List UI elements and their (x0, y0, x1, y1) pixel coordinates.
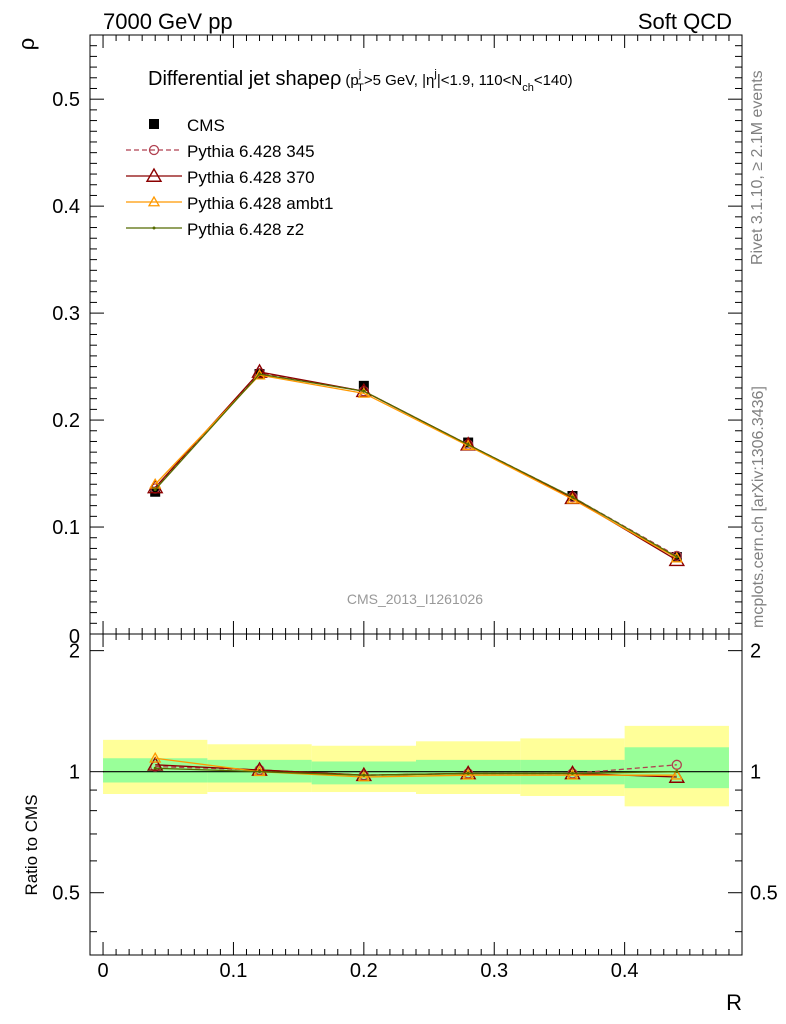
y-tick-label-main: 0.4 (52, 196, 80, 218)
series-line-ratio (155, 757, 677, 778)
y-tick-label-ratio-right: 2 (750, 641, 761, 663)
series-point-ratio (566, 768, 579, 780)
legend-marker (147, 195, 161, 207)
data-point-cms (463, 437, 474, 448)
title-cuts-mid2: |<1.9, 110<N (437, 72, 522, 89)
x-tick-label: 0 (97, 960, 108, 982)
series-point-ratio (570, 771, 574, 775)
series-point-main (670, 551, 683, 563)
y-tick-label-main: 0.5 (52, 89, 80, 111)
title-cuts-pre: (p (345, 72, 358, 89)
x-axis-label: R (726, 990, 742, 1015)
legend: CMS Pythia 6.428 345 Pythia 6.428 370 Pythi… (126, 116, 333, 239)
y-tick-label-main: 0.1 (52, 517, 80, 539)
series-point-ratio (153, 766, 157, 770)
series-point-ratio (466, 771, 470, 775)
legend-marker-cms (149, 119, 159, 129)
data-point-cms (150, 486, 161, 497)
legend-label: Pythia 6.428 ambt1 (187, 194, 333, 213)
series-point-main (462, 439, 475, 451)
y-tick-label-ratio-left: 0.5 (52, 883, 80, 905)
header-right: Soft QCD (638, 9, 732, 34)
legend-label-cms: CMS (187, 116, 225, 135)
mcplots-reference-text: mcplots.cern.ch [arXiv:1306.3436] (750, 386, 767, 628)
legend-marker (152, 226, 156, 230)
series-point-main (149, 477, 162, 489)
chart-title-rho: ρ (330, 68, 341, 90)
y-tick-label-ratio-right: 0.5 (750, 883, 778, 905)
series-point-ratio (357, 770, 370, 782)
title-cuts-sub2: ch (522, 82, 534, 94)
chart-title-main: Differential jet shape (148, 68, 330, 90)
series-point-main (258, 372, 262, 376)
series-point-ratio (258, 770, 262, 774)
x-tick-label: 0.1 (220, 960, 248, 982)
series-point-main (362, 389, 366, 393)
series-line-ratio (155, 767, 677, 776)
legend-marker (148, 144, 160, 156)
series-point-ratio (462, 768, 475, 780)
header-left: 7000 GeV pp (103, 9, 233, 34)
chart-title: Differential jet shapeρ (pj T>5 GeV, |ηj|<… (148, 68, 573, 94)
series-point-ratio (670, 768, 683, 780)
y-axis-label-ratio: Ratio to CMS (22, 794, 41, 895)
series-line-main (154, 371, 678, 561)
ratio-band-inner (624, 747, 729, 789)
series-point-main (251, 363, 268, 378)
legend-label: Pythia 6.428 370 (187, 168, 315, 187)
series-point-ratio (146, 756, 164, 771)
series-point-ratio (362, 773, 366, 777)
title-cuts-mid: >5 GeV, |η (364, 72, 434, 89)
analysis-id-label: CMS_2013_I1261026 (347, 591, 483, 607)
series-point-main (570, 495, 574, 499)
data-point-cms (358, 380, 369, 391)
rivet-version-text: Rivet 3.1.10, ≥ 2.1M events (749, 70, 766, 265)
title-cuts-sup2: j (433, 68, 436, 80)
y-tick-label-main-zero: 0 (69, 626, 80, 648)
y-axis-label-main: ρ (14, 38, 39, 51)
title-cuts-sub1: T (357, 82, 364, 94)
series-point-ratio (149, 751, 162, 763)
series-point-main (675, 555, 679, 559)
legend-marker (145, 167, 163, 182)
x-tick-label: 0.4 (611, 960, 639, 982)
legend-label: Pythia 6.428 z2 (187, 220, 304, 239)
y-tick-label-main: 0.2 (52, 410, 80, 432)
y-tick-label-ratio-right: 1 (750, 762, 761, 784)
series-point-main (466, 443, 470, 447)
series-point-main (153, 488, 157, 492)
title-cuts-sup1: j (358, 68, 361, 80)
x-tick-label: 0.3 (480, 960, 508, 982)
y-tick-label-main: 0.3 (52, 303, 80, 325)
ratio-panel: 0 0.1 0.2 0.3 0.4 0.5 0.5 1 1 2 2 (52, 633, 778, 982)
legend-label: Pythia 6.428 345 (187, 142, 315, 161)
y-tick-label-ratio-left: 2 (69, 641, 80, 663)
series-point-ratio (675, 770, 679, 774)
x-tick-label: 0.2 (350, 960, 378, 982)
series-line-main (154, 373, 678, 558)
main-panel: 0.1 0.2 0.3 0.4 0.5 0 (52, 34, 743, 648)
y-tick-label-ratio-left: 1 (69, 762, 80, 784)
title-cuts-end: <140) (534, 72, 573, 89)
